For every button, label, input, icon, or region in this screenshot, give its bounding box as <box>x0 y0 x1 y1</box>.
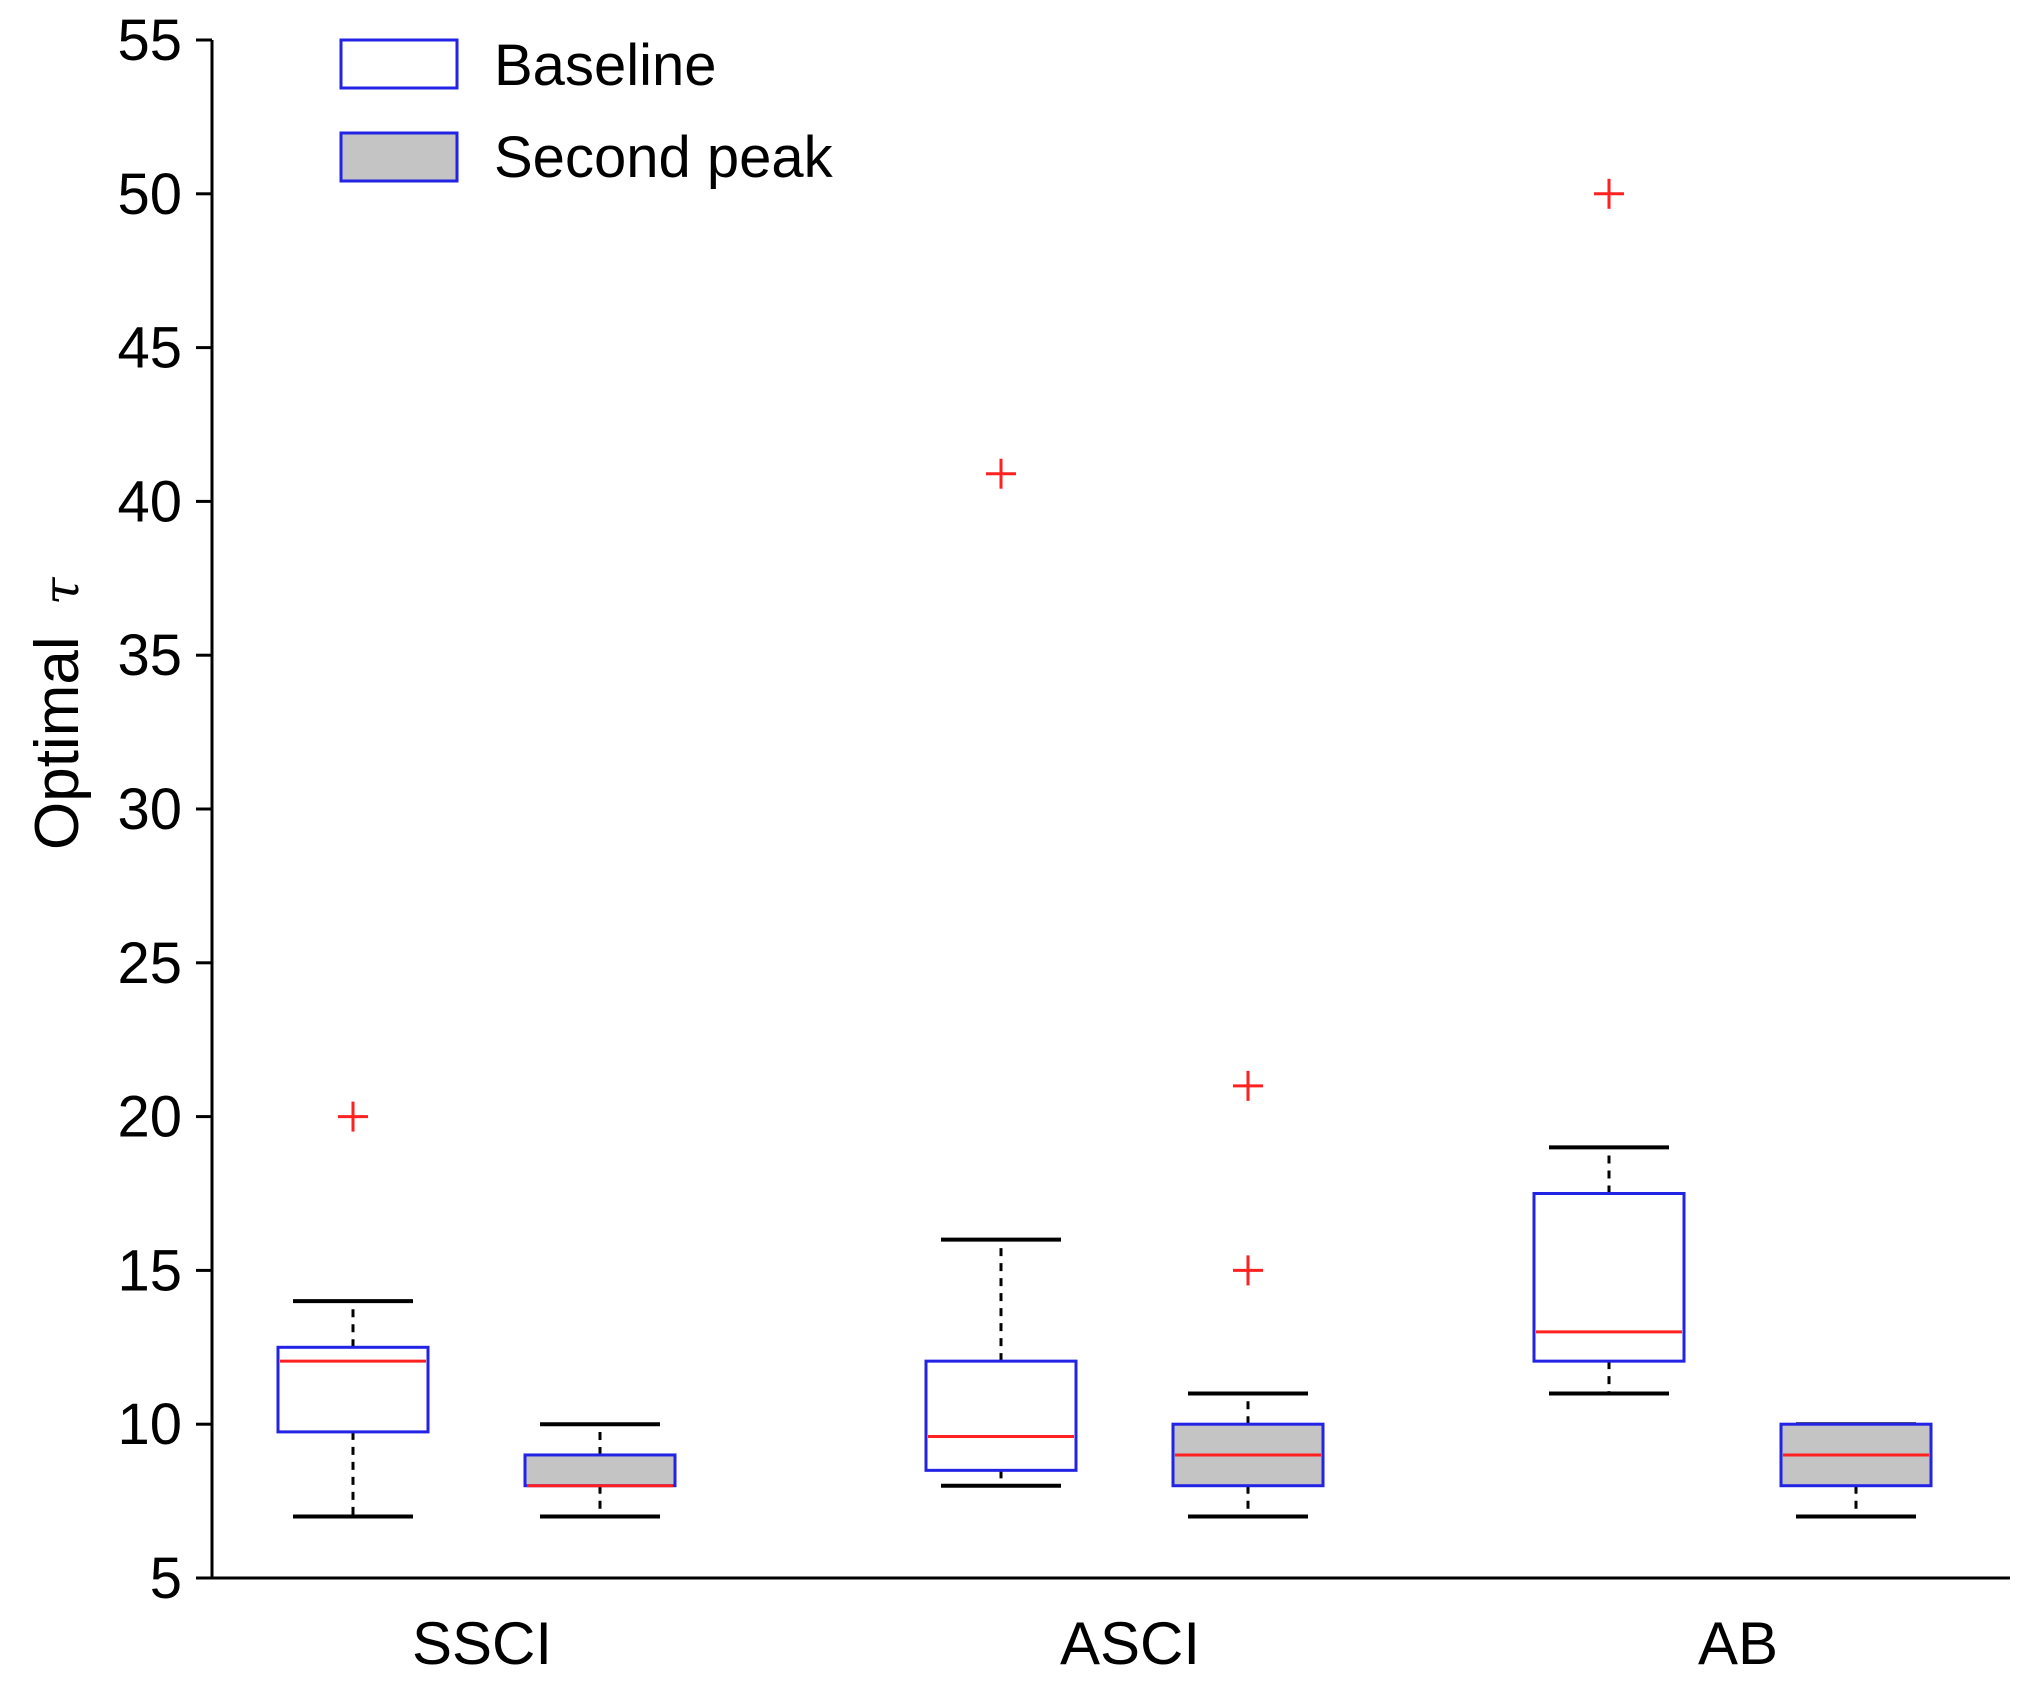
y-tick-label: 35 <box>117 623 182 688</box>
outlier-second-peak-asci <box>1233 1255 1263 1286</box>
y-tick-label: 10 <box>117 1392 182 1457</box>
y-tick-label: 5 <box>150 1546 182 1611</box>
legend-label-second-peak: Second peak <box>494 125 834 190</box>
y-tick-label: 40 <box>117 469 182 534</box>
x-axis-labels: SSCI ASCI AB <box>412 1610 1778 1677</box>
box-baseline-ab <box>1532 1145 1686 1396</box>
y-tick-label: 30 <box>117 777 182 842</box>
iqr-box <box>924 1359 1078 1472</box>
box-series <box>276 1145 1933 1519</box>
outlier-second-peak-asci <box>1233 1070 1263 1101</box>
y-tick-label: 50 <box>117 162 182 227</box>
y-axis-title-text: Optimal <box>23 636 92 850</box>
y-tick-label: 45 <box>117 316 182 381</box>
outlier-markers <box>338 178 1624 1286</box>
legend-swatch-second-peak <box>339 131 459 183</box>
y-tick-label: 15 <box>117 1238 182 1303</box>
x-tick-label-asci: ASCI <box>1060 1610 1200 1677</box>
y-axis-title: Optimal τ <box>23 576 92 850</box>
y-tick-label: 25 <box>117 931 182 996</box>
x-tick-label-ssci: SSCI <box>412 1610 552 1677</box>
y-axis-ticks: 5 10 15 20 25 30 35 40 45 50 55 <box>117 8 212 1611</box>
iqr-box <box>1532 1192 1686 1363</box>
box-second-peak-ssci <box>523 1422 677 1519</box>
y-tick-label: 55 <box>117 8 182 73</box>
outlier-baseline-ssci <box>338 1101 368 1132</box>
legend-swatch-baseline <box>339 38 459 90</box>
x-tick-label-ab: AB <box>1698 1610 1778 1677</box>
legend: Baseline Second peak <box>339 33 834 190</box>
box-second-peak-ab <box>1779 1422 1933 1519</box>
iqr-box <box>523 1453 677 1488</box>
box-baseline-ssci <box>276 1299 430 1519</box>
box-baseline-asci <box>924 1237 1078 1488</box>
outlier-baseline-asci <box>986 458 1016 489</box>
outlier-baseline-ab <box>1594 178 1624 209</box>
legend-label-baseline: Baseline <box>494 33 716 98</box>
box-second-peak-asci <box>1171 1391 1325 1519</box>
y-tick-label: 20 <box>117 1085 182 1150</box>
y-axis-title-symbol: τ <box>32 576 90 605</box>
